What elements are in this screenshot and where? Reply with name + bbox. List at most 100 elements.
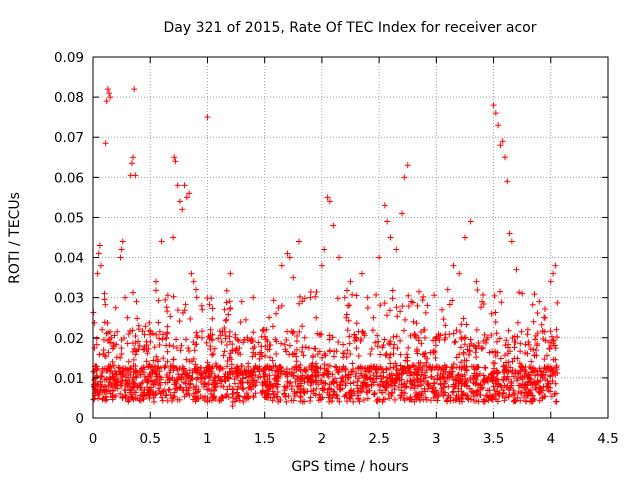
data-point [229,402,236,409]
x-tick-label: 1.5 [254,431,275,447]
data-point [325,386,332,393]
data-point [397,351,404,358]
data-point [262,336,269,343]
data-point [112,304,119,311]
data-point [218,378,225,385]
data-point [473,278,480,285]
data-point [158,238,165,245]
data-point [375,338,382,345]
data-point [425,381,432,388]
data-point [95,395,102,402]
data-point [183,384,190,391]
data-point [117,254,124,261]
data-point [391,396,398,403]
data-point [358,270,365,277]
data-point [480,372,487,379]
data-point [463,321,470,328]
data-point [287,379,294,386]
data-point [375,365,382,372]
data-point [472,343,479,350]
data-point [181,182,188,189]
data-point [143,377,150,384]
data-point [295,373,302,380]
data-point [312,392,319,399]
x-axis-label: GPS time / hours [291,459,408,475]
data-point [190,278,197,285]
data-point [119,394,126,401]
data-point [401,174,408,181]
data-point [517,389,524,396]
data-point [453,327,460,334]
data-point [154,365,161,372]
data-point [194,374,201,381]
data-point [387,234,394,241]
data-point [547,388,554,395]
data-point [543,352,550,359]
data-point [98,372,105,379]
data-point [386,371,393,378]
data-point [170,356,177,363]
data-point [283,348,290,355]
data-point [205,380,212,387]
data-point [500,387,507,394]
data-point [93,341,100,348]
data-point [482,365,489,372]
data-point [98,262,105,269]
data-point [492,391,499,398]
data-point [404,378,411,385]
data-point [345,317,352,324]
data-point [336,398,343,405]
data-point [428,366,435,373]
data-point [519,290,526,297]
x-tick-label: 2 [318,431,327,447]
data-point [226,298,233,305]
data-point [95,250,102,257]
data-point [246,380,253,387]
data-point [490,383,497,390]
data-point [198,328,205,335]
data-point [346,302,353,309]
data-point [226,368,233,375]
data-point [184,372,191,379]
data-point [169,395,176,402]
data-point [466,347,473,354]
axis-ticks: 0 0.5 1 1.5 2 2.5 3 3.5 4 4.5 0 0.01 0.02 0.03 0.04 0.0… [54,50,619,447]
data-point [307,294,314,301]
data-point [337,386,344,393]
data-point [388,389,395,396]
data-point [275,375,282,382]
data-point [270,391,277,398]
data-point [366,375,373,382]
data-point [262,343,269,350]
data-point [122,380,129,387]
data-point [278,340,285,347]
data-point [438,365,445,372]
x-tick-label: 0.5 [139,431,160,447]
data-point [467,218,474,225]
data-point [329,371,336,378]
data-point [341,294,348,301]
data-point [166,386,173,393]
data-point [361,332,368,339]
data-point [434,372,441,379]
data-point [223,341,230,348]
data-point [147,331,154,338]
data-point [411,398,418,405]
data-point [516,289,523,296]
data-point [144,350,151,357]
data-point [239,370,246,377]
data-point [107,390,114,397]
data-point [108,368,115,375]
data-point [217,383,224,390]
data-point [321,350,328,357]
data-point [234,386,241,393]
data-point [462,364,469,371]
data-point [552,356,559,363]
data-point [347,278,354,285]
data-point [273,380,280,387]
data-point [378,378,385,385]
data-point [103,98,110,105]
data-point [549,377,556,384]
data-point [373,291,380,298]
